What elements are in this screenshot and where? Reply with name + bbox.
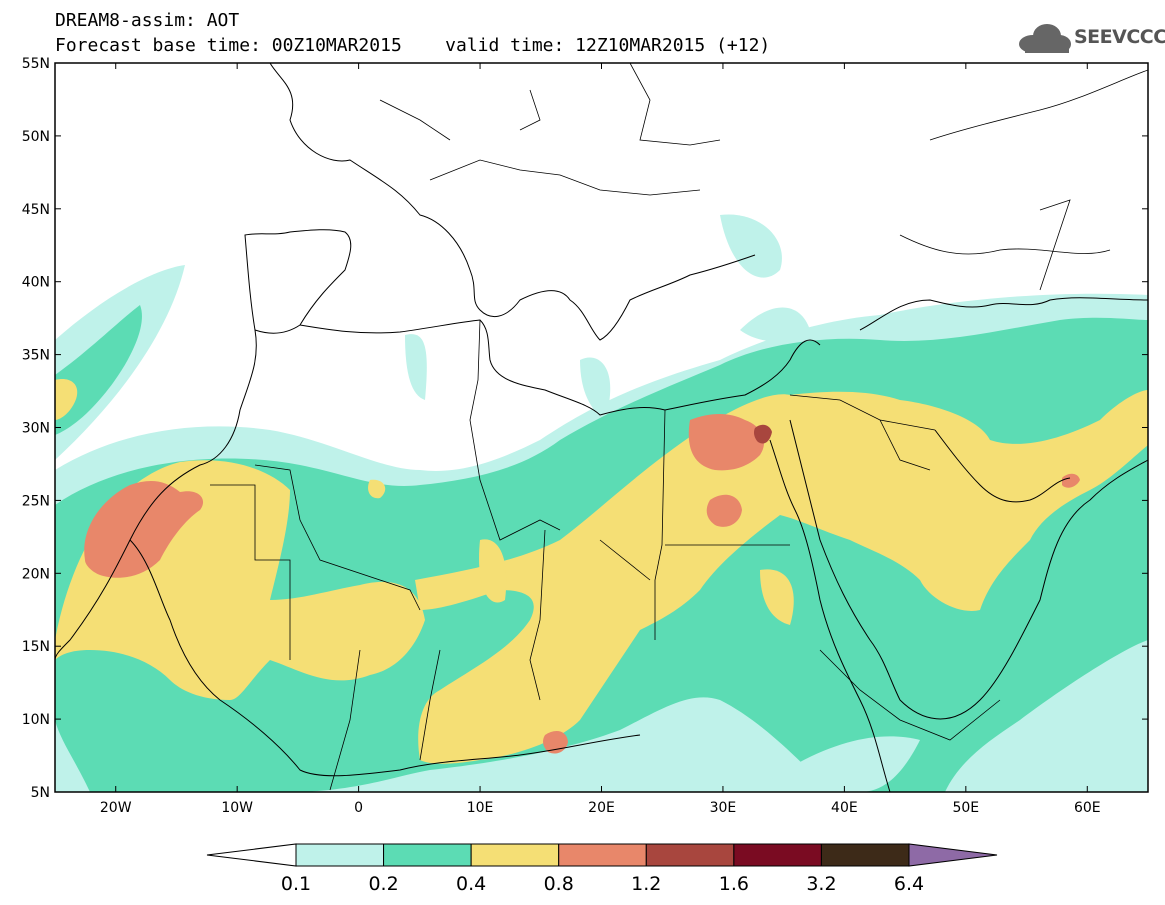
colorbar-label: 0.4 — [456, 873, 486, 895]
lat-tick-label: 55N — [22, 56, 50, 72]
lat-tick-label: 10N — [22, 712, 50, 728]
lon-tick-label: 40E — [831, 800, 858, 816]
colorbar-label: 0.1 — [281, 873, 311, 895]
lat-tick-label: 40N — [22, 275, 50, 291]
lat-tick-label: 15N — [22, 639, 50, 655]
latitude-axis: 5N 10N 15N 20N 25N 30N 35N 40N 45N 50N 55N — [22, 56, 1148, 801]
lat-tick-label: 20N — [22, 566, 50, 582]
lon-tick-label: 30E — [710, 800, 737, 816]
colorbar-box — [558, 843, 647, 867]
colorbar-label: 3.2 — [806, 873, 836, 895]
lon-tick-label: 10W — [221, 800, 253, 816]
colorbar-box — [295, 843, 385, 867]
lat-tick-label: 5N — [31, 785, 50, 801]
cloud-icon — [1019, 24, 1071, 53]
colorbar-box — [645, 843, 735, 867]
lat-tick-label: 30N — [22, 421, 50, 437]
coastlines — [55, 63, 1148, 792]
lon-tick-label: 0 — [354, 800, 363, 816]
lat-tick-label: 45N — [22, 202, 50, 218]
lon-tick-label: 10E — [467, 800, 494, 816]
colorbar: 0.1 0.2 0.4 0.8 1.2 1.6 3.2 6.4 — [206, 843, 998, 895]
map-title: DREAM8-assim: AOT — [55, 10, 240, 31]
lon-tick-label: 60E — [1074, 800, 1101, 816]
lat-tick-label: 35N — [22, 348, 50, 364]
lon-tick-label: 20E — [588, 800, 615, 816]
colorbar-box — [820, 843, 910, 867]
colorbar-box — [383, 843, 472, 867]
lon-tick-label: 20W — [100, 800, 132, 816]
colorbar-arrow-low — [206, 843, 297, 867]
colorbar-arrow-high — [908, 843, 998, 867]
colorbar-label: 0.8 — [544, 873, 574, 895]
colorbar-label: 1.2 — [631, 873, 661, 895]
base-time: Forecast base time: 00Z10MAR2015 — [55, 35, 402, 56]
logo-text: SEEVCCC — [1074, 26, 1165, 48]
lat-tick-label: 25N — [22, 493, 50, 509]
colorbar-label: 6.4 — [894, 873, 924, 895]
colorbar-label: 0.2 — [368, 873, 398, 895]
lon-tick-label: 50E — [952, 800, 979, 816]
seevccc-logo: SEEVCCC — [1017, 22, 1165, 56]
country-borders — [210, 63, 1148, 791]
colorbar-box — [470, 843, 560, 867]
forecast-times: Forecast base time: 00Z10MAR2015 valid t… — [55, 35, 770, 56]
aot-field — [55, 63, 1148, 792]
valid-time: valid time: 12Z10MAR2015 (+12) — [445, 35, 771, 56]
longitude-axis: 20W 10W 0 10E 20E 30E 40E 50E 60E — [100, 63, 1101, 816]
aot-level-0.8 — [84, 414, 1080, 754]
aot-level-1.2 — [754, 424, 772, 444]
lat-tick-label: 50N — [22, 129, 50, 145]
colorbar-box — [733, 843, 822, 867]
colorbar-label: 1.6 — [719, 873, 749, 895]
